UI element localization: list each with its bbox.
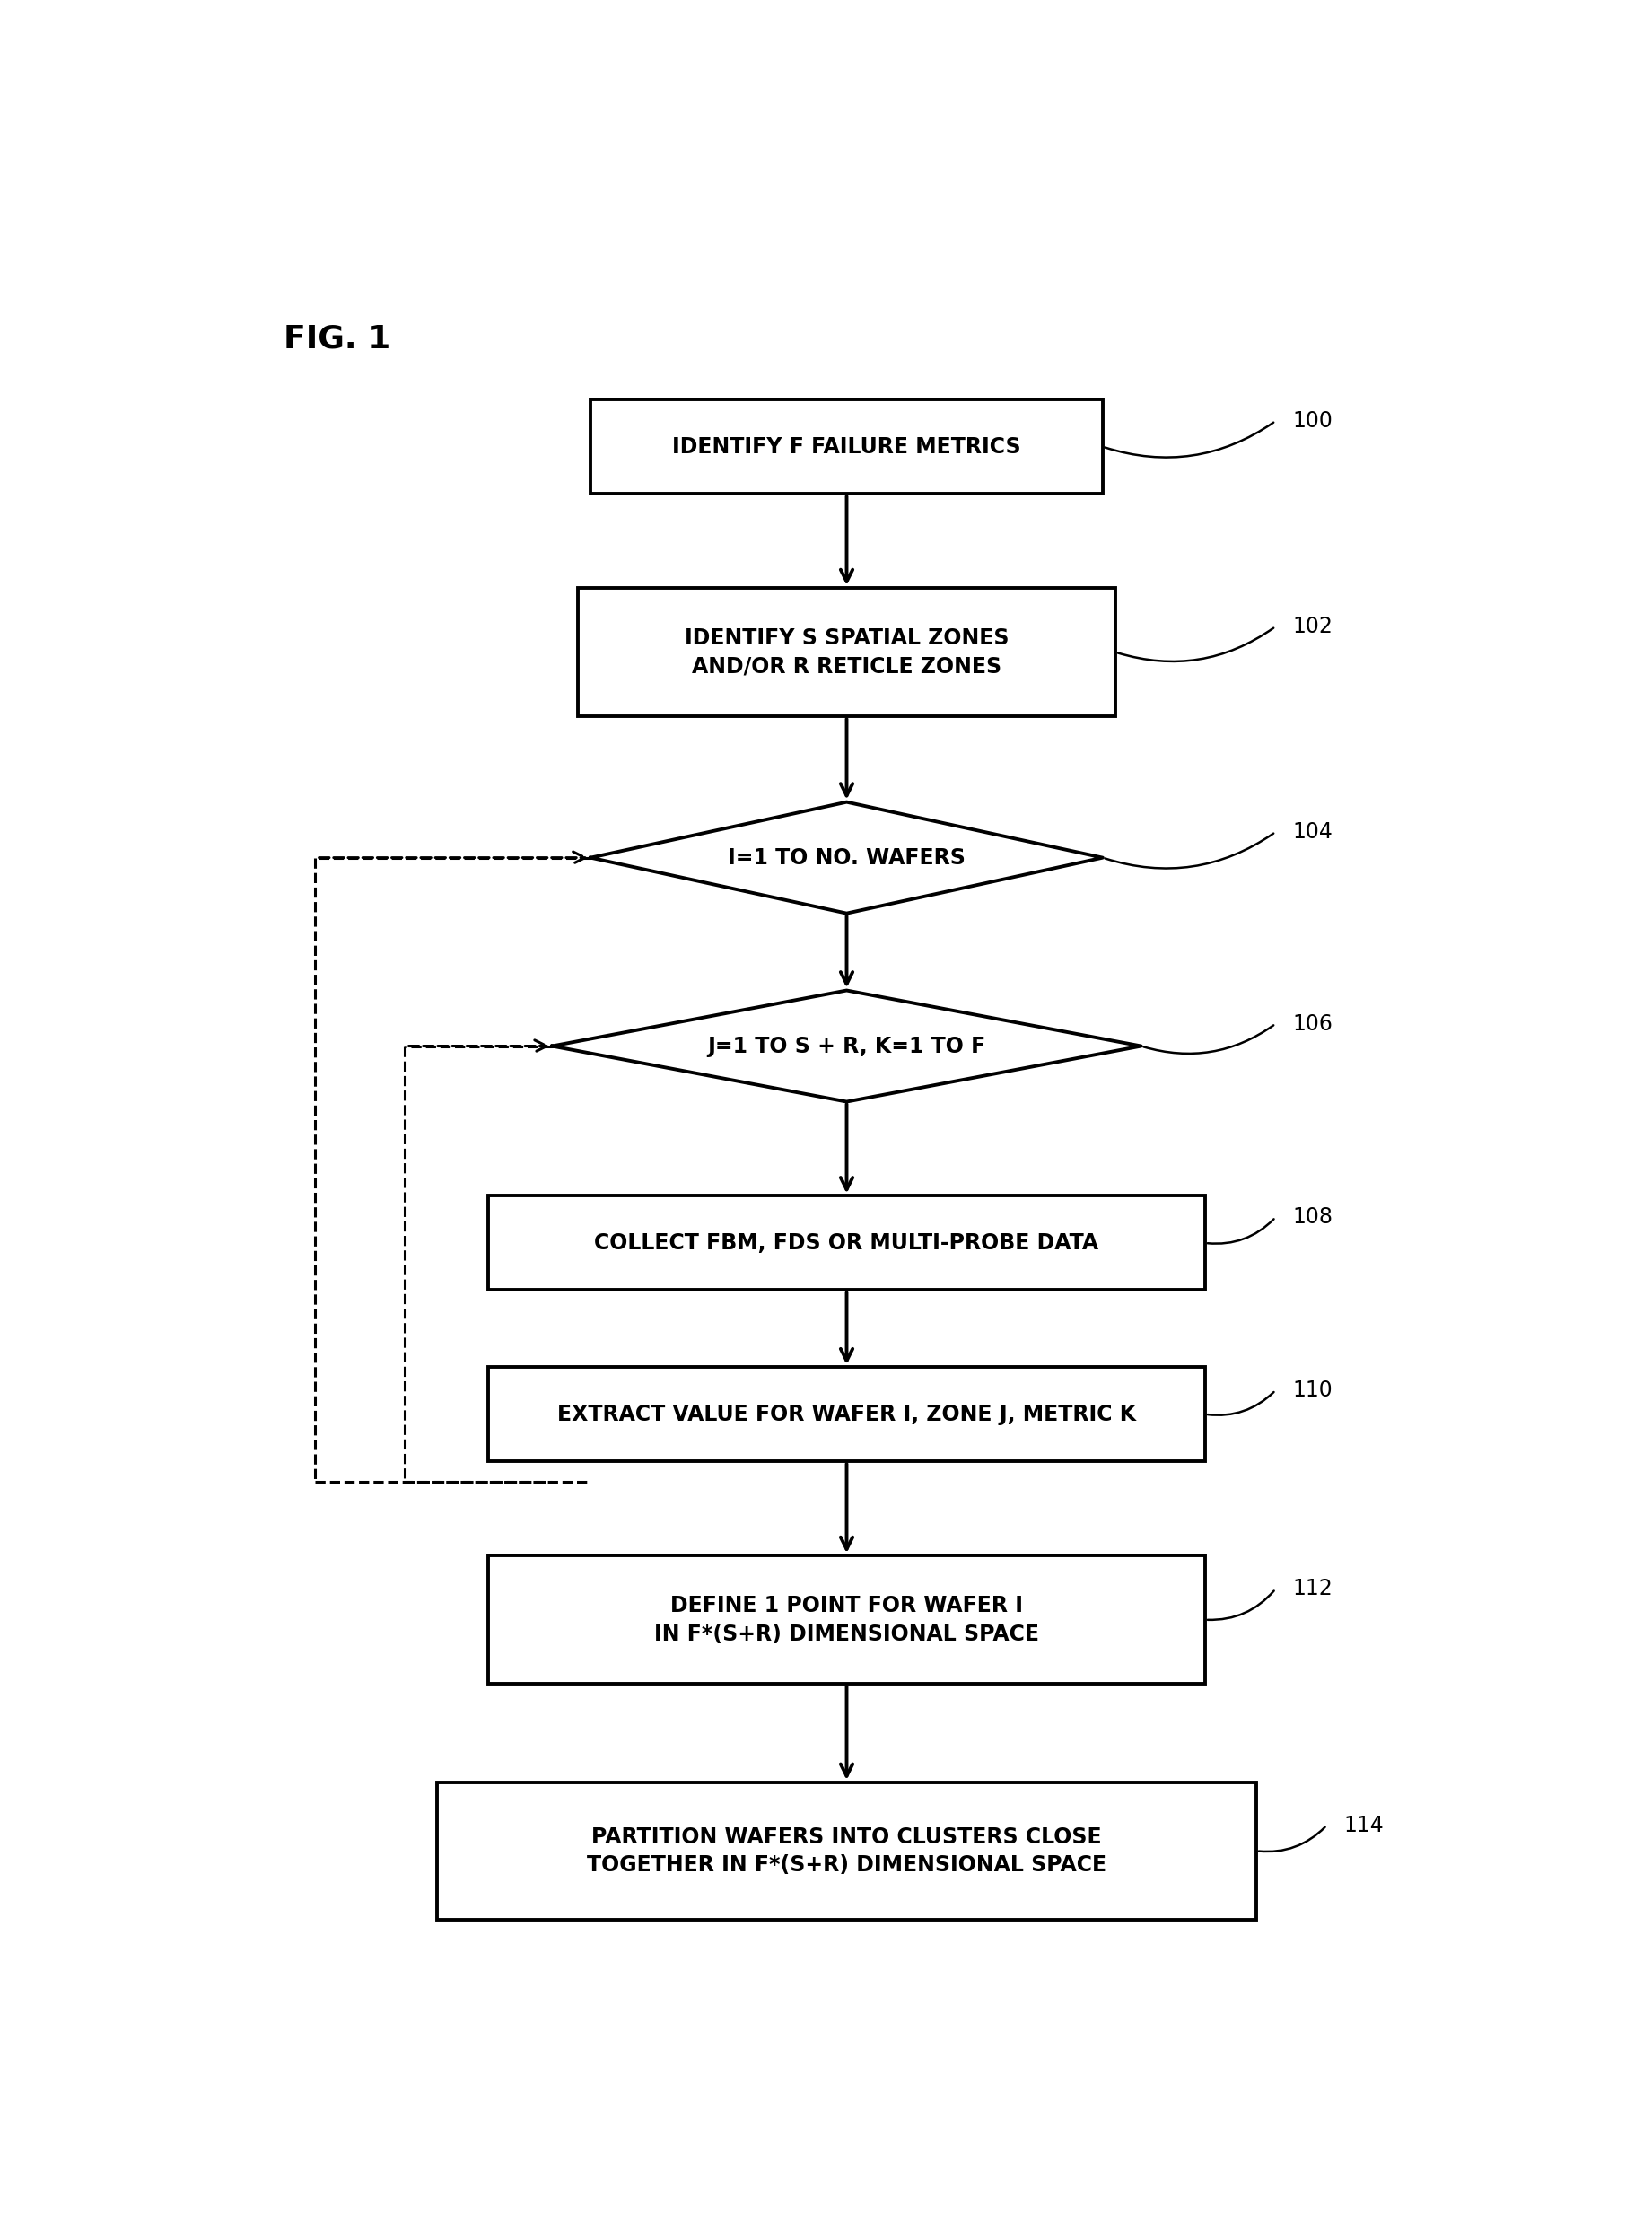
Text: IDENTIFY F FAILURE METRICS: IDENTIFY F FAILURE METRICS <box>672 436 1021 458</box>
Text: 104: 104 <box>1292 821 1333 843</box>
Polygon shape <box>591 803 1102 914</box>
FancyBboxPatch shape <box>489 1555 1206 1684</box>
FancyBboxPatch shape <box>578 587 1115 716</box>
Text: PARTITION WAFERS INTO CLUSTERS CLOSE
TOGETHER IN F*(S+R) DIMENSIONAL SPACE: PARTITION WAFERS INTO CLUSTERS CLOSE TOG… <box>586 1826 1107 1875</box>
Text: 106: 106 <box>1292 1012 1333 1034</box>
Text: COLLECT FBM, FDS OR MULTI-PROBE DATA: COLLECT FBM, FDS OR MULTI-PROBE DATA <box>595 1232 1099 1254</box>
FancyBboxPatch shape <box>489 1368 1206 1461</box>
Text: 102: 102 <box>1292 616 1333 638</box>
Text: 108: 108 <box>1292 1208 1333 1228</box>
FancyBboxPatch shape <box>436 1781 1257 1919</box>
Text: EXTRACT VALUE FOR WAFER I, ZONE J, METRIC K: EXTRACT VALUE FOR WAFER I, ZONE J, METRI… <box>557 1403 1137 1426</box>
Text: DEFINE 1 POINT FOR WAFER I
IN F*(S+R) DIMENSIONAL SPACE: DEFINE 1 POINT FOR WAFER I IN F*(S+R) DI… <box>654 1595 1039 1646</box>
Text: 110: 110 <box>1292 1379 1333 1401</box>
Text: J=1 TO S + R, K=1 TO F: J=1 TO S + R, K=1 TO F <box>707 1036 986 1056</box>
Text: I=1 TO NO. WAFERS: I=1 TO NO. WAFERS <box>729 847 965 867</box>
FancyBboxPatch shape <box>591 400 1102 494</box>
Text: IDENTIFY S SPATIAL ZONES
AND/OR R RETICLE ZONES: IDENTIFY S SPATIAL ZONES AND/OR R RETICL… <box>684 627 1009 676</box>
Text: 112: 112 <box>1292 1579 1333 1599</box>
Text: 100: 100 <box>1292 409 1333 431</box>
Polygon shape <box>552 990 1142 1101</box>
FancyBboxPatch shape <box>489 1197 1206 1290</box>
Text: FIG. 1: FIG. 1 <box>284 322 390 354</box>
Text: 114: 114 <box>1343 1815 1384 1837</box>
